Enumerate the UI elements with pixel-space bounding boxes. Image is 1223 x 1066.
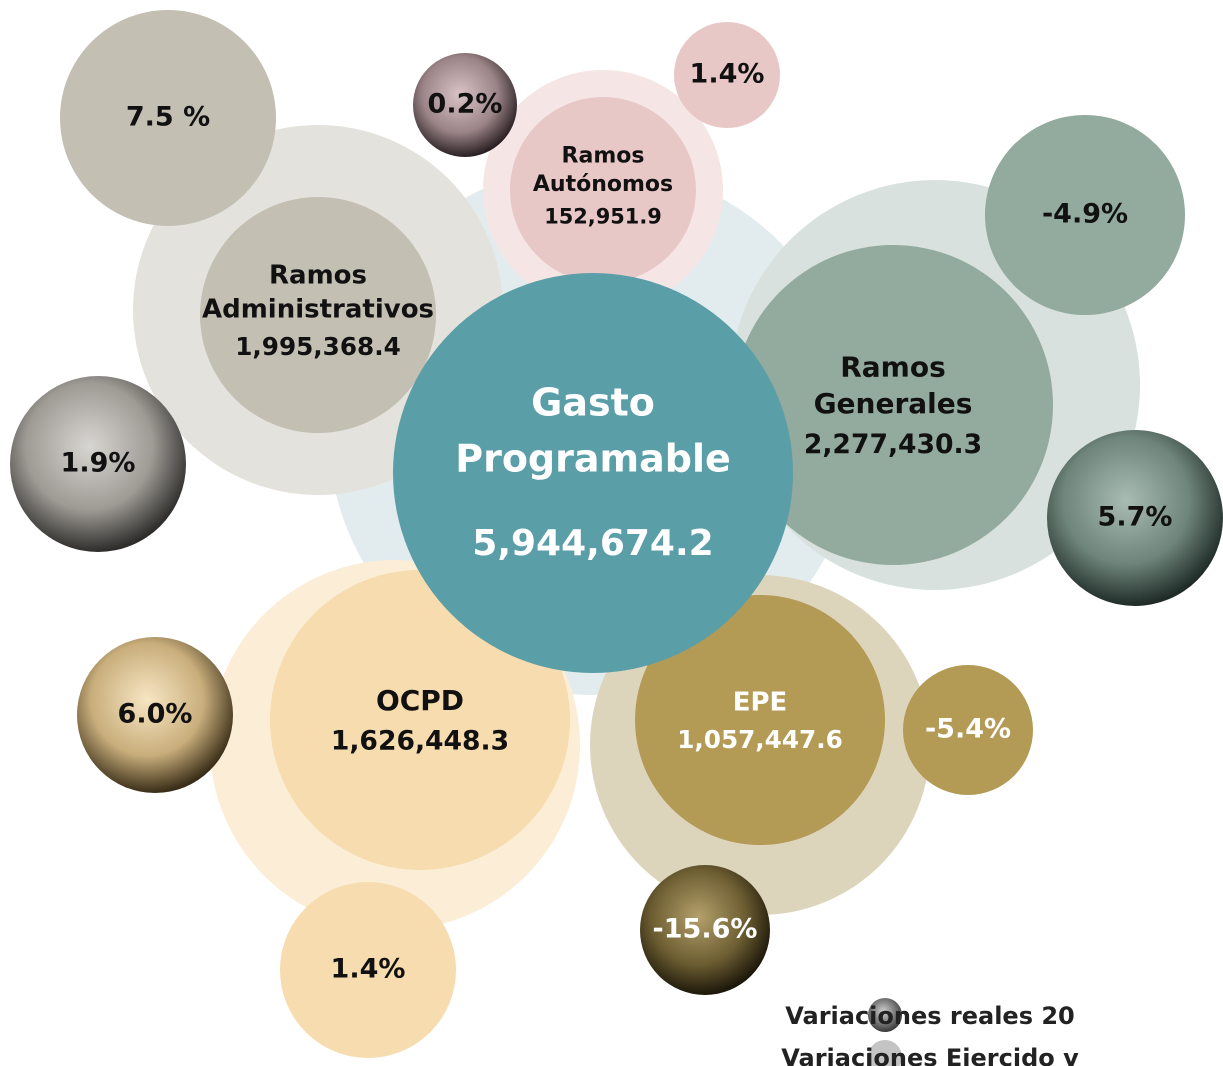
variation-label: 6.0% — [118, 699, 193, 730]
center-name: Gasto — [531, 381, 655, 425]
legend-label: Variaciones Ejercido v — [781, 1044, 1079, 1066]
variation-label: 0.2% — [428, 89, 503, 120]
diagram: Ramos Administrativos 1,995,368.4 Ramos Autó… — [0, 0, 1223, 1066]
node-value: 1,057,447.6 — [677, 725, 843, 754]
variation-label: 1.4% — [331, 954, 406, 985]
node-value: 152,951.9 — [544, 205, 662, 229]
legend-label: Variaciones reales 20 — [785, 1002, 1075, 1030]
variation-label: -15.6% — [653, 914, 758, 945]
node-name: EPE — [733, 688, 788, 718]
variation-label: 1.9% — [61, 448, 136, 479]
node-name: Ramos — [562, 143, 645, 168]
node-value: 1,626,448.3 — [331, 726, 509, 757]
variation-label: 1.4% — [690, 59, 765, 90]
node-name: OCPD — [376, 684, 464, 717]
node-name: Ramos — [840, 351, 946, 384]
variation-label: -5.4% — [925, 714, 1011, 745]
center-name: Programable — [455, 437, 731, 481]
node-name: Ramos — [269, 261, 367, 291]
node-value: 2,277,430.3 — [804, 429, 982, 460]
page: Ramos Administrativos 1,995,368.4 Ramos Autó… — [0, 0, 1223, 1066]
variation-label: 5.7% — [1098, 502, 1173, 533]
variation-label: -4.9% — [1042, 199, 1128, 230]
variation-label: 7.5 % — [126, 102, 210, 133]
node-name: Administrativos — [202, 295, 434, 325]
node-name: Generales — [814, 387, 973, 420]
node-value: 1,995,368.4 — [235, 332, 401, 361]
center-value: 5,944,674.2 — [472, 523, 713, 564]
node-name: Autónomos — [533, 172, 673, 197]
